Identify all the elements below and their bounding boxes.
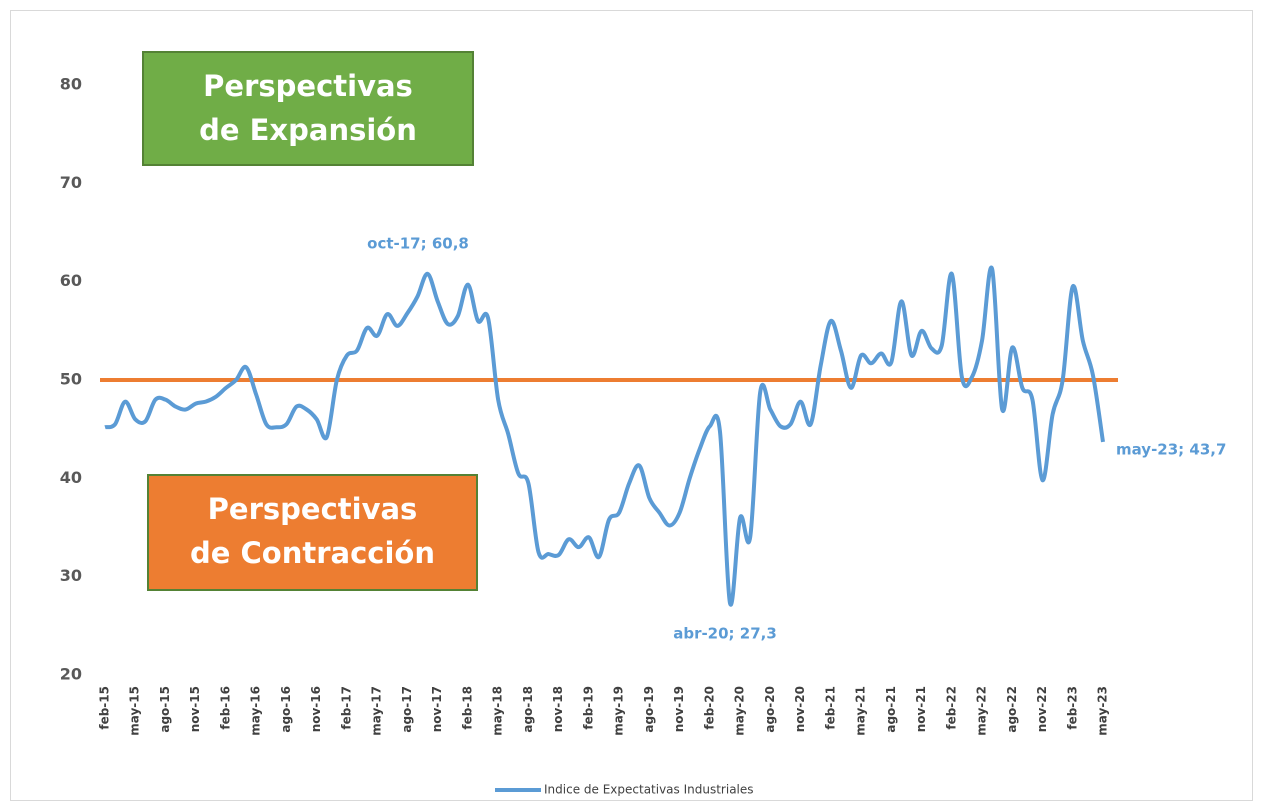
x-tick-label: feb-23 <box>1065 686 1079 730</box>
x-tick-label: feb-15 <box>98 686 112 730</box>
annotation: may-23; 43,7 <box>1116 441 1226 459</box>
x-tick-label: ago-17 <box>400 686 414 733</box>
data-line <box>104 265 1105 607</box>
x-tick-label: ago-18 <box>521 686 535 733</box>
y-tick-label: 30 <box>60 566 82 585</box>
y-tick-label: 20 <box>60 665 82 684</box>
x-tick-label: nov-16 <box>309 686 323 732</box>
x-tick-label: nov-19 <box>672 686 686 732</box>
x-tick-label: nov-15 <box>188 686 202 732</box>
x-tick-label: may-22 <box>975 686 989 736</box>
x-tick-label: nov-20 <box>793 686 807 732</box>
x-tick-label: may-23 <box>1096 686 1110 736</box>
x-tick-label: nov-17 <box>430 686 444 732</box>
region-label: de Contracción <box>190 536 435 570</box>
x-tick-label: ago-16 <box>279 686 293 733</box>
x-tick-label: may-18 <box>491 686 505 736</box>
x-tick-label: feb-17 <box>339 686 353 730</box>
x-tick-label: feb-22 <box>944 686 958 730</box>
x-tick-label: may-16 <box>249 686 263 736</box>
x-tick-label: feb-21 <box>823 686 837 730</box>
x-tick-label: ago-21 <box>884 686 898 733</box>
region-label: Perspectivas <box>208 492 418 526</box>
y-tick-label: 70 <box>60 173 82 192</box>
annotation: abr-20; 27,3 <box>673 625 777 643</box>
y-tick-label: 50 <box>60 370 82 389</box>
y-tick-label: 60 <box>60 271 82 290</box>
legend-label: Indice de Expectativas Industriales <box>544 783 754 797</box>
annotation: oct-17; 60,8 <box>367 235 469 253</box>
x-tick-label: nov-21 <box>914 686 928 732</box>
x-tick-label: ago-19 <box>642 686 656 733</box>
x-tick-label: may-15 <box>128 686 142 736</box>
x-tick-label: may-19 <box>612 686 626 736</box>
x-tick-label: ago-15 <box>158 686 172 733</box>
x-tick-label: may-17 <box>370 686 384 736</box>
x-tick-label: ago-20 <box>763 686 777 733</box>
x-tick-label: feb-18 <box>460 686 474 730</box>
x-tick-label: may-21 <box>854 686 868 736</box>
y-tick-label: 40 <box>60 468 82 487</box>
region-label: Perspectivas <box>203 69 413 103</box>
region-box <box>142 51 474 166</box>
x-tick-label: nov-22 <box>1035 686 1049 732</box>
x-tick-label: feb-19 <box>581 686 595 730</box>
y-tick-label: 80 <box>60 75 82 94</box>
region-box <box>147 474 478 591</box>
x-tick-label: feb-16 <box>218 686 232 730</box>
x-tick-label: ago-22 <box>1005 686 1019 733</box>
region-label: de Expansión <box>199 113 417 147</box>
x-tick-label: feb-20 <box>702 686 716 730</box>
x-tick-label: nov-18 <box>551 686 565 732</box>
x-tick-label: may-20 <box>733 686 747 736</box>
